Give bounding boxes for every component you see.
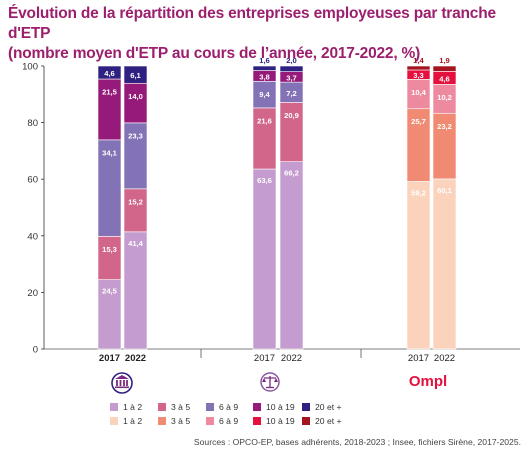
bar-g1-2017-seg2 bbox=[97, 236, 122, 280]
legend-label-r1-5: 20 et + bbox=[315, 402, 342, 412]
data-label-g2-2017-seg4: 3,8 bbox=[259, 72, 270, 81]
data-label-g1-2017-seg4: 21,5 bbox=[102, 88, 118, 97]
y-tick-label-0: 0 bbox=[33, 345, 38, 356]
legend-swatch-r1-1 bbox=[110, 403, 118, 411]
bar-g1-2017-seg5 bbox=[97, 65, 122, 80]
data-label-g2-2022-seg4: 3,7 bbox=[286, 73, 297, 82]
x-tick-label-g1-2017: 2017 bbox=[99, 353, 120, 364]
data-label-g3-2022-seg4: 4,6 bbox=[439, 74, 450, 83]
legend-label-r1-3: 6 à 9 bbox=[219, 402, 238, 412]
legend-swatch-r1-3 bbox=[206, 403, 214, 411]
data-label-g3-2017-seg3: 10,4 bbox=[411, 88, 427, 97]
data-label-g1-2022-seg1: 41,4 bbox=[128, 239, 144, 248]
legend-label-r2-4: 10 à 19 bbox=[266, 416, 295, 426]
bar-g1-2022-seg5 bbox=[123, 65, 148, 84]
legend-label-r2-3: 6 à 9 bbox=[219, 416, 238, 426]
data-label-g3-2022-seg2: 23,2 bbox=[437, 122, 452, 131]
x-tick-label-g3-2022: 2022 bbox=[434, 353, 455, 364]
x-tick-label-g1-2022: 2022 bbox=[125, 353, 146, 364]
data-label-g1-2022-seg4: 14,0 bbox=[128, 92, 143, 101]
data-label-g2-2022-seg5: 2,0 bbox=[286, 56, 297, 65]
y-tick-label-60: 60 bbox=[27, 175, 38, 186]
x-tick-label-g2-2022: 2022 bbox=[281, 353, 302, 364]
data-label-g1-2017-seg3: 34,1 bbox=[102, 148, 118, 157]
data-label-g2-2017-seg2: 21,6 bbox=[257, 116, 272, 125]
y-tick-label-20: 20 bbox=[27, 288, 38, 299]
legend-swatch-r2-5 bbox=[302, 417, 310, 425]
x-tick-label-g2-2017: 2017 bbox=[254, 353, 275, 364]
bar-g1-2022-seg4 bbox=[123, 82, 148, 124]
chart-title-line2: (nombre moyen d'ETP au cours de l’année,… bbox=[8, 45, 421, 62]
ompl-logo: Ompl bbox=[409, 373, 447, 390]
data-label-g2-2017-seg1: 63,6 bbox=[257, 176, 272, 185]
legend-label-r2-2: 3 à 5 bbox=[171, 416, 190, 426]
legend-swatch-r1-2 bbox=[158, 403, 166, 411]
legend-label-r2-5: 20 et + bbox=[315, 416, 342, 426]
legend-label-r1-4: 10 à 19 bbox=[266, 402, 295, 412]
legend-swatch-r2-1 bbox=[110, 417, 118, 425]
legend-swatch-r1-4 bbox=[253, 403, 261, 411]
bar-g3-2022-seg5 bbox=[432, 65, 457, 72]
bar-g3-2017-seg5 bbox=[406, 65, 431, 71]
data-label-g1-2022-seg3: 23,3 bbox=[128, 131, 143, 140]
data-label-g2-2022-seg3: 7,2 bbox=[286, 89, 297, 98]
legend-label-r2-1: 1 à 2 bbox=[123, 416, 142, 426]
data-label-g1-2017-seg5: 4,6 bbox=[104, 69, 115, 78]
legend-swatch-r2-4 bbox=[253, 417, 261, 425]
bar-g1-2022-seg2 bbox=[123, 188, 148, 233]
data-label-g1-2017-seg1: 24,5 bbox=[102, 287, 118, 296]
bar-g2-2017-seg1 bbox=[252, 168, 277, 350]
x-tick-label-g3-2017: 2017 bbox=[408, 353, 429, 364]
data-label-g3-2017-seg1: 59,2 bbox=[411, 188, 426, 197]
chart-title-line1: Évolution de la répartition des entrepri… bbox=[8, 5, 496, 42]
bar-g2-2022-seg1 bbox=[279, 161, 304, 350]
data-label-g2-2017-seg5: 1,6 bbox=[259, 56, 270, 65]
y-tick-label-100: 100 bbox=[22, 62, 38, 73]
data-label-g3-2022-seg3: 10,2 bbox=[437, 93, 452, 102]
chart-title: Évolution de la répartition des entrepri… bbox=[8, 4, 523, 64]
data-label-g3-2022-seg1: 60,1 bbox=[437, 186, 453, 195]
bar-g3-2017-seg1 bbox=[406, 181, 431, 350]
data-label-g2-2022-seg2: 20,9 bbox=[284, 111, 299, 120]
data-label-g3-2017-seg5: 1,4 bbox=[413, 56, 424, 65]
data-label-g2-2022-seg1: 66,2 bbox=[284, 169, 299, 178]
legend-swatch-r1-5 bbox=[302, 403, 310, 411]
data-label-g1-2022-seg2: 15,2 bbox=[128, 197, 143, 206]
legend-label-r1-1: 1 à 2 bbox=[123, 402, 142, 412]
scales-icon bbox=[260, 372, 280, 392]
data-label-g1-2017-seg2: 15,3 bbox=[102, 245, 117, 254]
y-tick-label-80: 80 bbox=[27, 118, 38, 129]
bar-g2-2017-seg5 bbox=[252, 65, 277, 71]
legend-swatch-r2-3 bbox=[206, 417, 214, 425]
bar-g3-2022-seg1 bbox=[432, 178, 457, 350]
source-note: Sources : OPCO-EP, bases adhérents, 2018… bbox=[193, 437, 521, 447]
legend-label-r1-2: 3 à 5 bbox=[171, 402, 190, 412]
bar-g1-2022-seg1 bbox=[123, 231, 148, 350]
data-label-g3-2017-seg2: 25,7 bbox=[411, 117, 426, 126]
data-label-g1-2022-seg5: 6,1 bbox=[130, 71, 141, 80]
institution-icon bbox=[111, 372, 133, 394]
data-label-g2-2017-seg3: 9,4 bbox=[259, 90, 270, 99]
data-label-g3-2022-seg5: 1,9 bbox=[439, 56, 450, 65]
data-label-g3-2017-seg4: 3,3 bbox=[413, 71, 424, 80]
y-tick-label-40: 40 bbox=[27, 231, 38, 242]
legend-swatch-r2-2 bbox=[158, 417, 166, 425]
bar-g2-2022-seg5 bbox=[279, 65, 304, 72]
